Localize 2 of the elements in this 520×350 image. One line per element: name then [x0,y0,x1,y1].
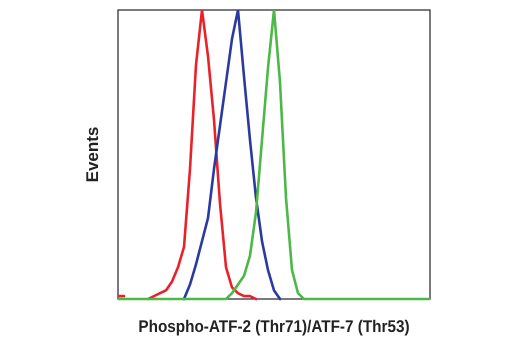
x-axis-title: Phospho-ATF-2 (Thr71)/ATF-7 (Thr53) [138,317,410,336]
y-axis-title: Events [83,126,102,182]
